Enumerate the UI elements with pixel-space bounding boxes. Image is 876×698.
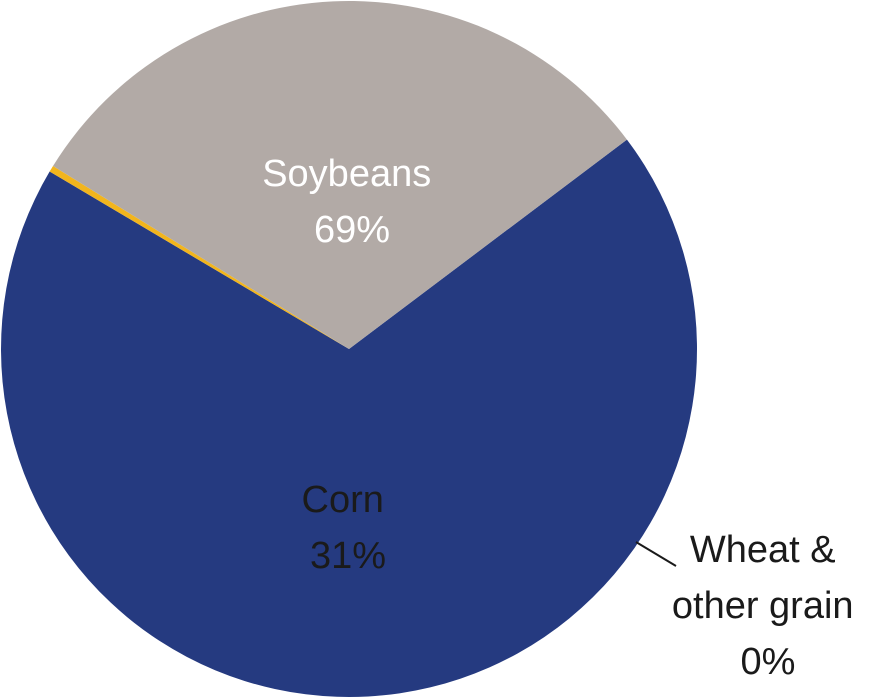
- pie-slices: [1, 1, 698, 698]
- slice-corn: [53, 1, 627, 350]
- slice-soybeans: [1, 139, 698, 698]
- wheat-name-line-2: other grain: [672, 585, 854, 627]
- wheat-name-line-1: Wheat &: [690, 529, 836, 571]
- slice-label-soybeans: Soybeans 69%: [262, 153, 442, 251]
- corn-percent: 31%: [310, 535, 386, 577]
- slice-label-corn: Corn 31%: [302, 479, 395, 577]
- soybeans-name: Soybeans: [262, 153, 431, 195]
- wheat-percent: 0%: [741, 641, 796, 683]
- soybeans-percent: 69%: [314, 209, 390, 251]
- corn-name: Corn: [302, 479, 384, 521]
- slice-wheat: [49, 165, 349, 349]
- leader-line-wheat: [635, 541, 677, 567]
- slice-label-wheat: Wheat & other grain 0%: [672, 529, 864, 683]
